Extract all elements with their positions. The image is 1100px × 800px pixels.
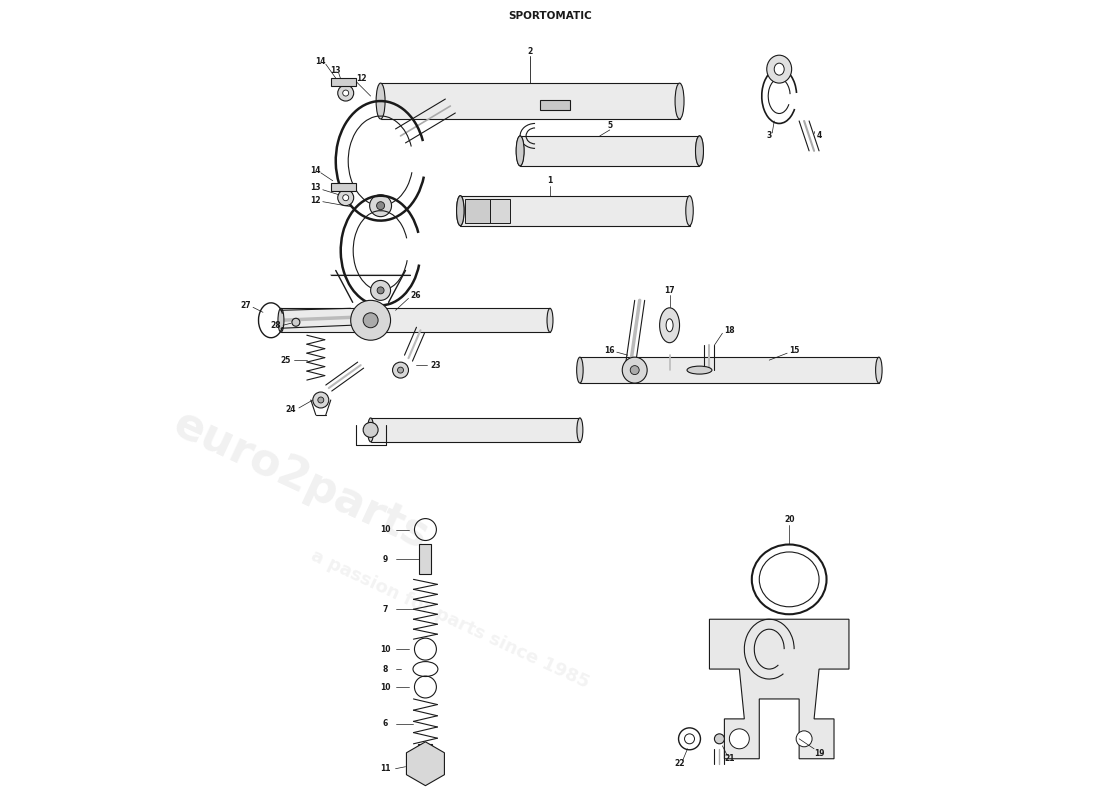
Ellipse shape xyxy=(343,90,349,96)
Text: 13: 13 xyxy=(310,183,321,192)
Text: 10: 10 xyxy=(381,645,390,654)
Polygon shape xyxy=(491,198,510,222)
Ellipse shape xyxy=(338,85,354,101)
Polygon shape xyxy=(371,418,580,442)
Ellipse shape xyxy=(343,194,349,201)
Circle shape xyxy=(729,729,749,749)
Text: 12: 12 xyxy=(310,196,321,205)
Text: 4: 4 xyxy=(816,131,822,141)
Ellipse shape xyxy=(376,202,385,210)
Text: 2: 2 xyxy=(527,46,532,56)
Circle shape xyxy=(796,731,812,746)
Text: 14: 14 xyxy=(316,57,326,66)
Text: 21: 21 xyxy=(724,754,735,763)
Polygon shape xyxy=(331,182,355,190)
Text: 1: 1 xyxy=(548,176,552,186)
Ellipse shape xyxy=(351,300,390,340)
Ellipse shape xyxy=(376,83,385,119)
Text: 22: 22 xyxy=(674,759,685,768)
Polygon shape xyxy=(465,198,491,222)
Text: 15: 15 xyxy=(789,346,800,354)
Ellipse shape xyxy=(576,418,583,442)
Text: 7: 7 xyxy=(383,605,388,614)
Ellipse shape xyxy=(695,136,704,166)
Polygon shape xyxy=(419,545,431,574)
Text: euro2parts: euro2parts xyxy=(166,402,436,558)
Ellipse shape xyxy=(767,55,792,83)
Text: 17: 17 xyxy=(664,286,675,295)
Ellipse shape xyxy=(688,366,712,374)
Text: 14: 14 xyxy=(310,166,321,175)
Ellipse shape xyxy=(456,196,464,226)
Text: 26: 26 xyxy=(410,291,421,300)
Ellipse shape xyxy=(660,308,680,342)
Text: 10: 10 xyxy=(381,682,390,691)
Text: 8: 8 xyxy=(383,665,388,674)
Polygon shape xyxy=(580,357,879,383)
Text: 19: 19 xyxy=(814,750,824,758)
Text: a passion for parts since 1985: a passion for parts since 1985 xyxy=(308,546,593,692)
Text: 5: 5 xyxy=(607,122,613,130)
Polygon shape xyxy=(280,308,550,332)
Text: 23: 23 xyxy=(430,361,441,370)
Text: 3: 3 xyxy=(767,131,772,141)
Text: 18: 18 xyxy=(725,326,735,334)
Ellipse shape xyxy=(685,196,693,226)
Ellipse shape xyxy=(377,287,384,294)
Ellipse shape xyxy=(876,357,882,383)
Ellipse shape xyxy=(623,357,647,383)
Text: 6: 6 xyxy=(383,719,388,728)
Polygon shape xyxy=(418,744,432,764)
Ellipse shape xyxy=(363,313,378,328)
Text: 20: 20 xyxy=(784,515,794,524)
Ellipse shape xyxy=(695,136,703,166)
Polygon shape xyxy=(540,100,570,110)
Ellipse shape xyxy=(371,281,390,300)
Polygon shape xyxy=(460,196,690,226)
Ellipse shape xyxy=(397,367,404,373)
Polygon shape xyxy=(710,619,849,758)
Ellipse shape xyxy=(363,422,378,438)
Ellipse shape xyxy=(370,194,392,217)
Ellipse shape xyxy=(516,136,524,166)
Text: 28: 28 xyxy=(271,321,282,330)
Text: 24: 24 xyxy=(286,406,296,414)
Ellipse shape xyxy=(774,63,784,75)
Ellipse shape xyxy=(675,83,684,119)
Ellipse shape xyxy=(667,318,673,332)
Polygon shape xyxy=(406,742,444,786)
Text: 12: 12 xyxy=(355,74,366,82)
Ellipse shape xyxy=(547,308,553,332)
Ellipse shape xyxy=(393,362,408,378)
Polygon shape xyxy=(331,78,355,86)
Polygon shape xyxy=(381,83,680,119)
Ellipse shape xyxy=(576,357,583,383)
Ellipse shape xyxy=(456,196,464,226)
Ellipse shape xyxy=(312,392,329,408)
Text: 9: 9 xyxy=(383,555,388,564)
Ellipse shape xyxy=(714,734,725,744)
Text: 25: 25 xyxy=(280,356,292,365)
Ellipse shape xyxy=(338,190,354,206)
Text: 11: 11 xyxy=(381,764,390,774)
Text: SPORTOMATIC: SPORTOMATIC xyxy=(508,11,592,22)
Ellipse shape xyxy=(630,366,639,374)
Text: 13: 13 xyxy=(330,66,341,74)
Ellipse shape xyxy=(367,418,374,442)
Text: 16: 16 xyxy=(605,346,615,354)
Polygon shape xyxy=(520,136,700,166)
Text: 27: 27 xyxy=(241,301,252,310)
Text: 10: 10 xyxy=(381,525,390,534)
Ellipse shape xyxy=(516,136,524,166)
Ellipse shape xyxy=(318,397,323,403)
Ellipse shape xyxy=(292,318,300,326)
Ellipse shape xyxy=(278,308,284,332)
